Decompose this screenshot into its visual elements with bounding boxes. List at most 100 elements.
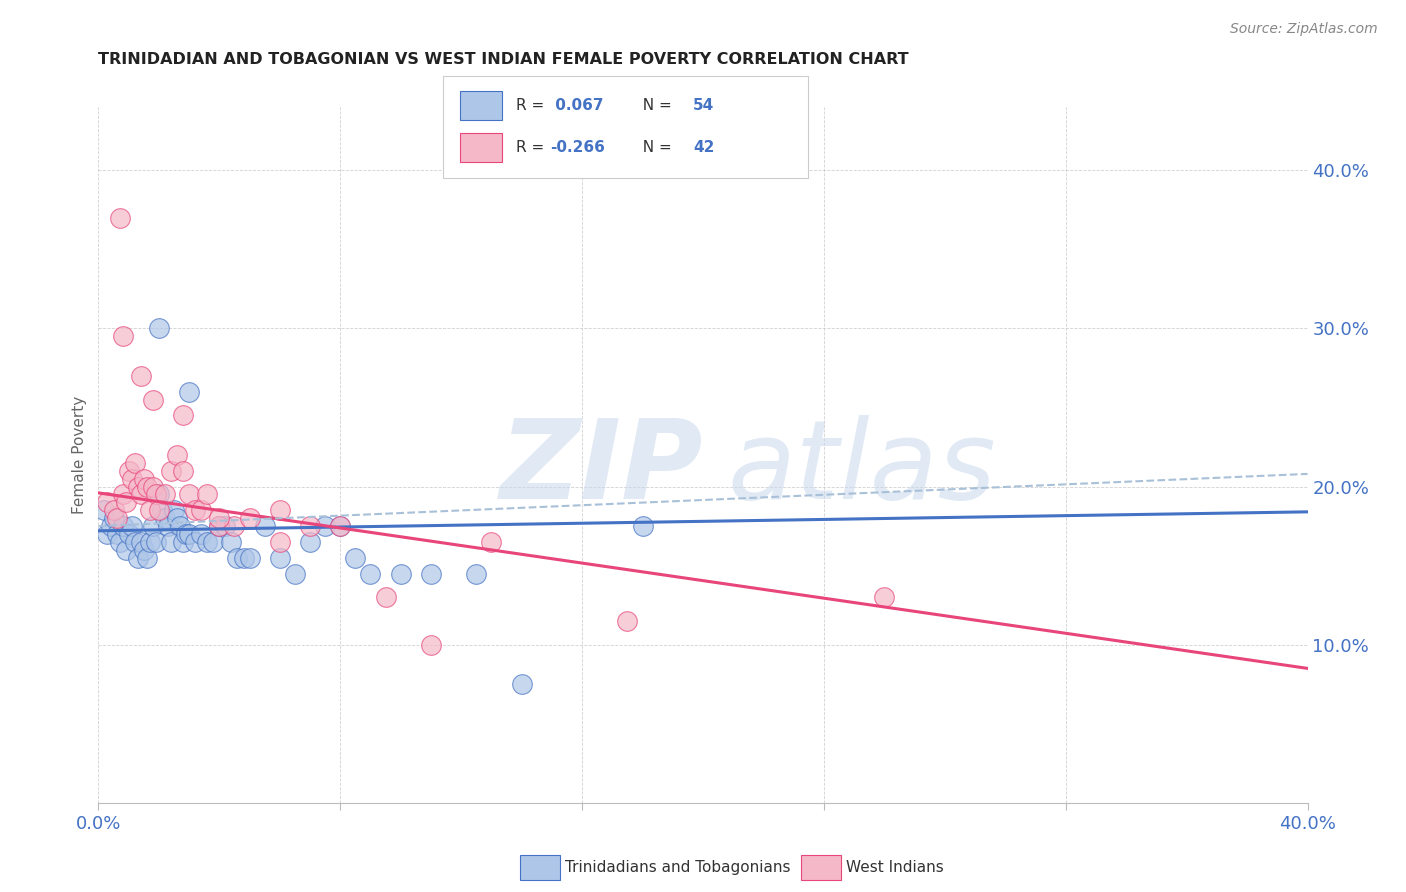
Point: [329, 519, 352, 533]
Point: [419, 566, 441, 581]
Point: [114, 542, 136, 557]
Text: R =: R =: [516, 140, 550, 154]
Point: [190, 503, 212, 517]
Point: [135, 550, 157, 565]
Point: [360, 566, 382, 581]
Point: [269, 503, 291, 517]
Point: [100, 519, 122, 533]
Point: [124, 534, 146, 549]
Point: [208, 511, 231, 525]
Point: [631, 519, 654, 533]
Point: [103, 503, 125, 517]
Point: [132, 542, 155, 557]
Point: [127, 550, 149, 565]
Text: TRINIDADIAN AND TOBAGONIAN VS WEST INDIAN FEMALE POVERTY CORRELATION CHART: TRINIDADIAN AND TOBAGONIAN VS WEST INDIA…: [98, 52, 910, 67]
Point: [132, 472, 155, 486]
Point: [166, 448, 188, 462]
Point: [96, 527, 118, 541]
Point: [253, 519, 276, 533]
Point: [465, 566, 488, 581]
Point: [177, 487, 201, 501]
Point: [111, 519, 134, 533]
Text: West Indians: West Indians: [846, 860, 945, 874]
Point: [224, 519, 246, 533]
Point: [153, 487, 176, 501]
Point: [93, 503, 115, 517]
Point: [139, 534, 162, 549]
Point: [142, 519, 165, 533]
Point: [172, 534, 194, 549]
Point: [177, 384, 201, 399]
Point: [190, 527, 212, 541]
Text: N =: N =: [633, 140, 676, 154]
Point: [139, 503, 162, 517]
Point: [202, 534, 225, 549]
Point: [121, 519, 143, 533]
Point: [108, 534, 131, 549]
Text: ZIP: ZIP: [499, 416, 703, 523]
Point: [127, 479, 149, 493]
Point: [299, 519, 322, 533]
Point: [329, 519, 352, 533]
Point: [108, 211, 131, 225]
Point: [169, 519, 191, 533]
Point: [153, 511, 176, 525]
Point: [374, 591, 396, 605]
Point: [145, 534, 167, 549]
Point: [118, 464, 141, 478]
Point: [299, 534, 322, 549]
Point: [111, 487, 134, 501]
Point: [166, 511, 188, 525]
Point: [184, 534, 207, 549]
Point: [226, 550, 249, 565]
Point: [124, 456, 146, 470]
Text: Source: ZipAtlas.com: Source: ZipAtlas.com: [1230, 22, 1378, 37]
Point: [184, 503, 207, 517]
Point: [96, 495, 118, 509]
Point: [284, 566, 307, 581]
Point: [172, 464, 194, 478]
Point: [118, 527, 141, 541]
Point: [148, 503, 170, 517]
Point: [221, 534, 243, 549]
Point: [208, 519, 231, 533]
Text: -0.266: -0.266: [550, 140, 605, 154]
Text: 0.067: 0.067: [550, 98, 603, 112]
Point: [232, 550, 254, 565]
Point: [142, 392, 165, 407]
Point: [105, 527, 128, 541]
Point: [269, 534, 291, 549]
Point: [129, 534, 152, 549]
Point: [142, 479, 165, 493]
Point: [129, 487, 152, 501]
Point: [195, 534, 218, 549]
Point: [135, 479, 157, 493]
Point: [103, 511, 125, 525]
Text: 54: 54: [693, 98, 714, 112]
Point: [510, 677, 533, 691]
Point: [145, 487, 167, 501]
Point: [160, 534, 183, 549]
Point: [419, 638, 441, 652]
Point: [156, 519, 179, 533]
Text: Trinidadians and Tobagonians: Trinidadians and Tobagonians: [565, 860, 790, 874]
Point: [121, 472, 143, 486]
Point: [481, 534, 503, 549]
Point: [148, 321, 170, 335]
Point: [163, 503, 186, 517]
Point: [105, 511, 128, 525]
Y-axis label: Female Poverty: Female Poverty: [72, 396, 87, 514]
Text: 42: 42: [693, 140, 714, 154]
Point: [873, 591, 896, 605]
Point: [150, 503, 173, 517]
Point: [239, 550, 262, 565]
Point: [172, 409, 194, 423]
Point: [114, 495, 136, 509]
Point: [174, 527, 197, 541]
Point: [314, 519, 336, 533]
Point: [344, 550, 367, 565]
Point: [177, 527, 201, 541]
Point: [111, 329, 134, 343]
Text: R =: R =: [516, 98, 550, 112]
Point: [195, 487, 218, 501]
